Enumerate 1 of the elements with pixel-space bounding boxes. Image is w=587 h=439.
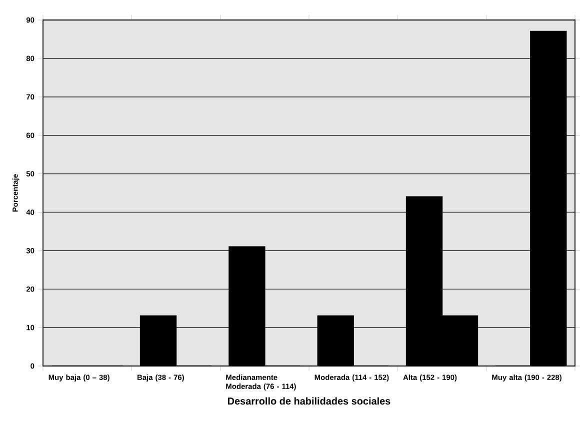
x-axis-title: Desarrollo de habilidades sociales [228, 397, 390, 405]
